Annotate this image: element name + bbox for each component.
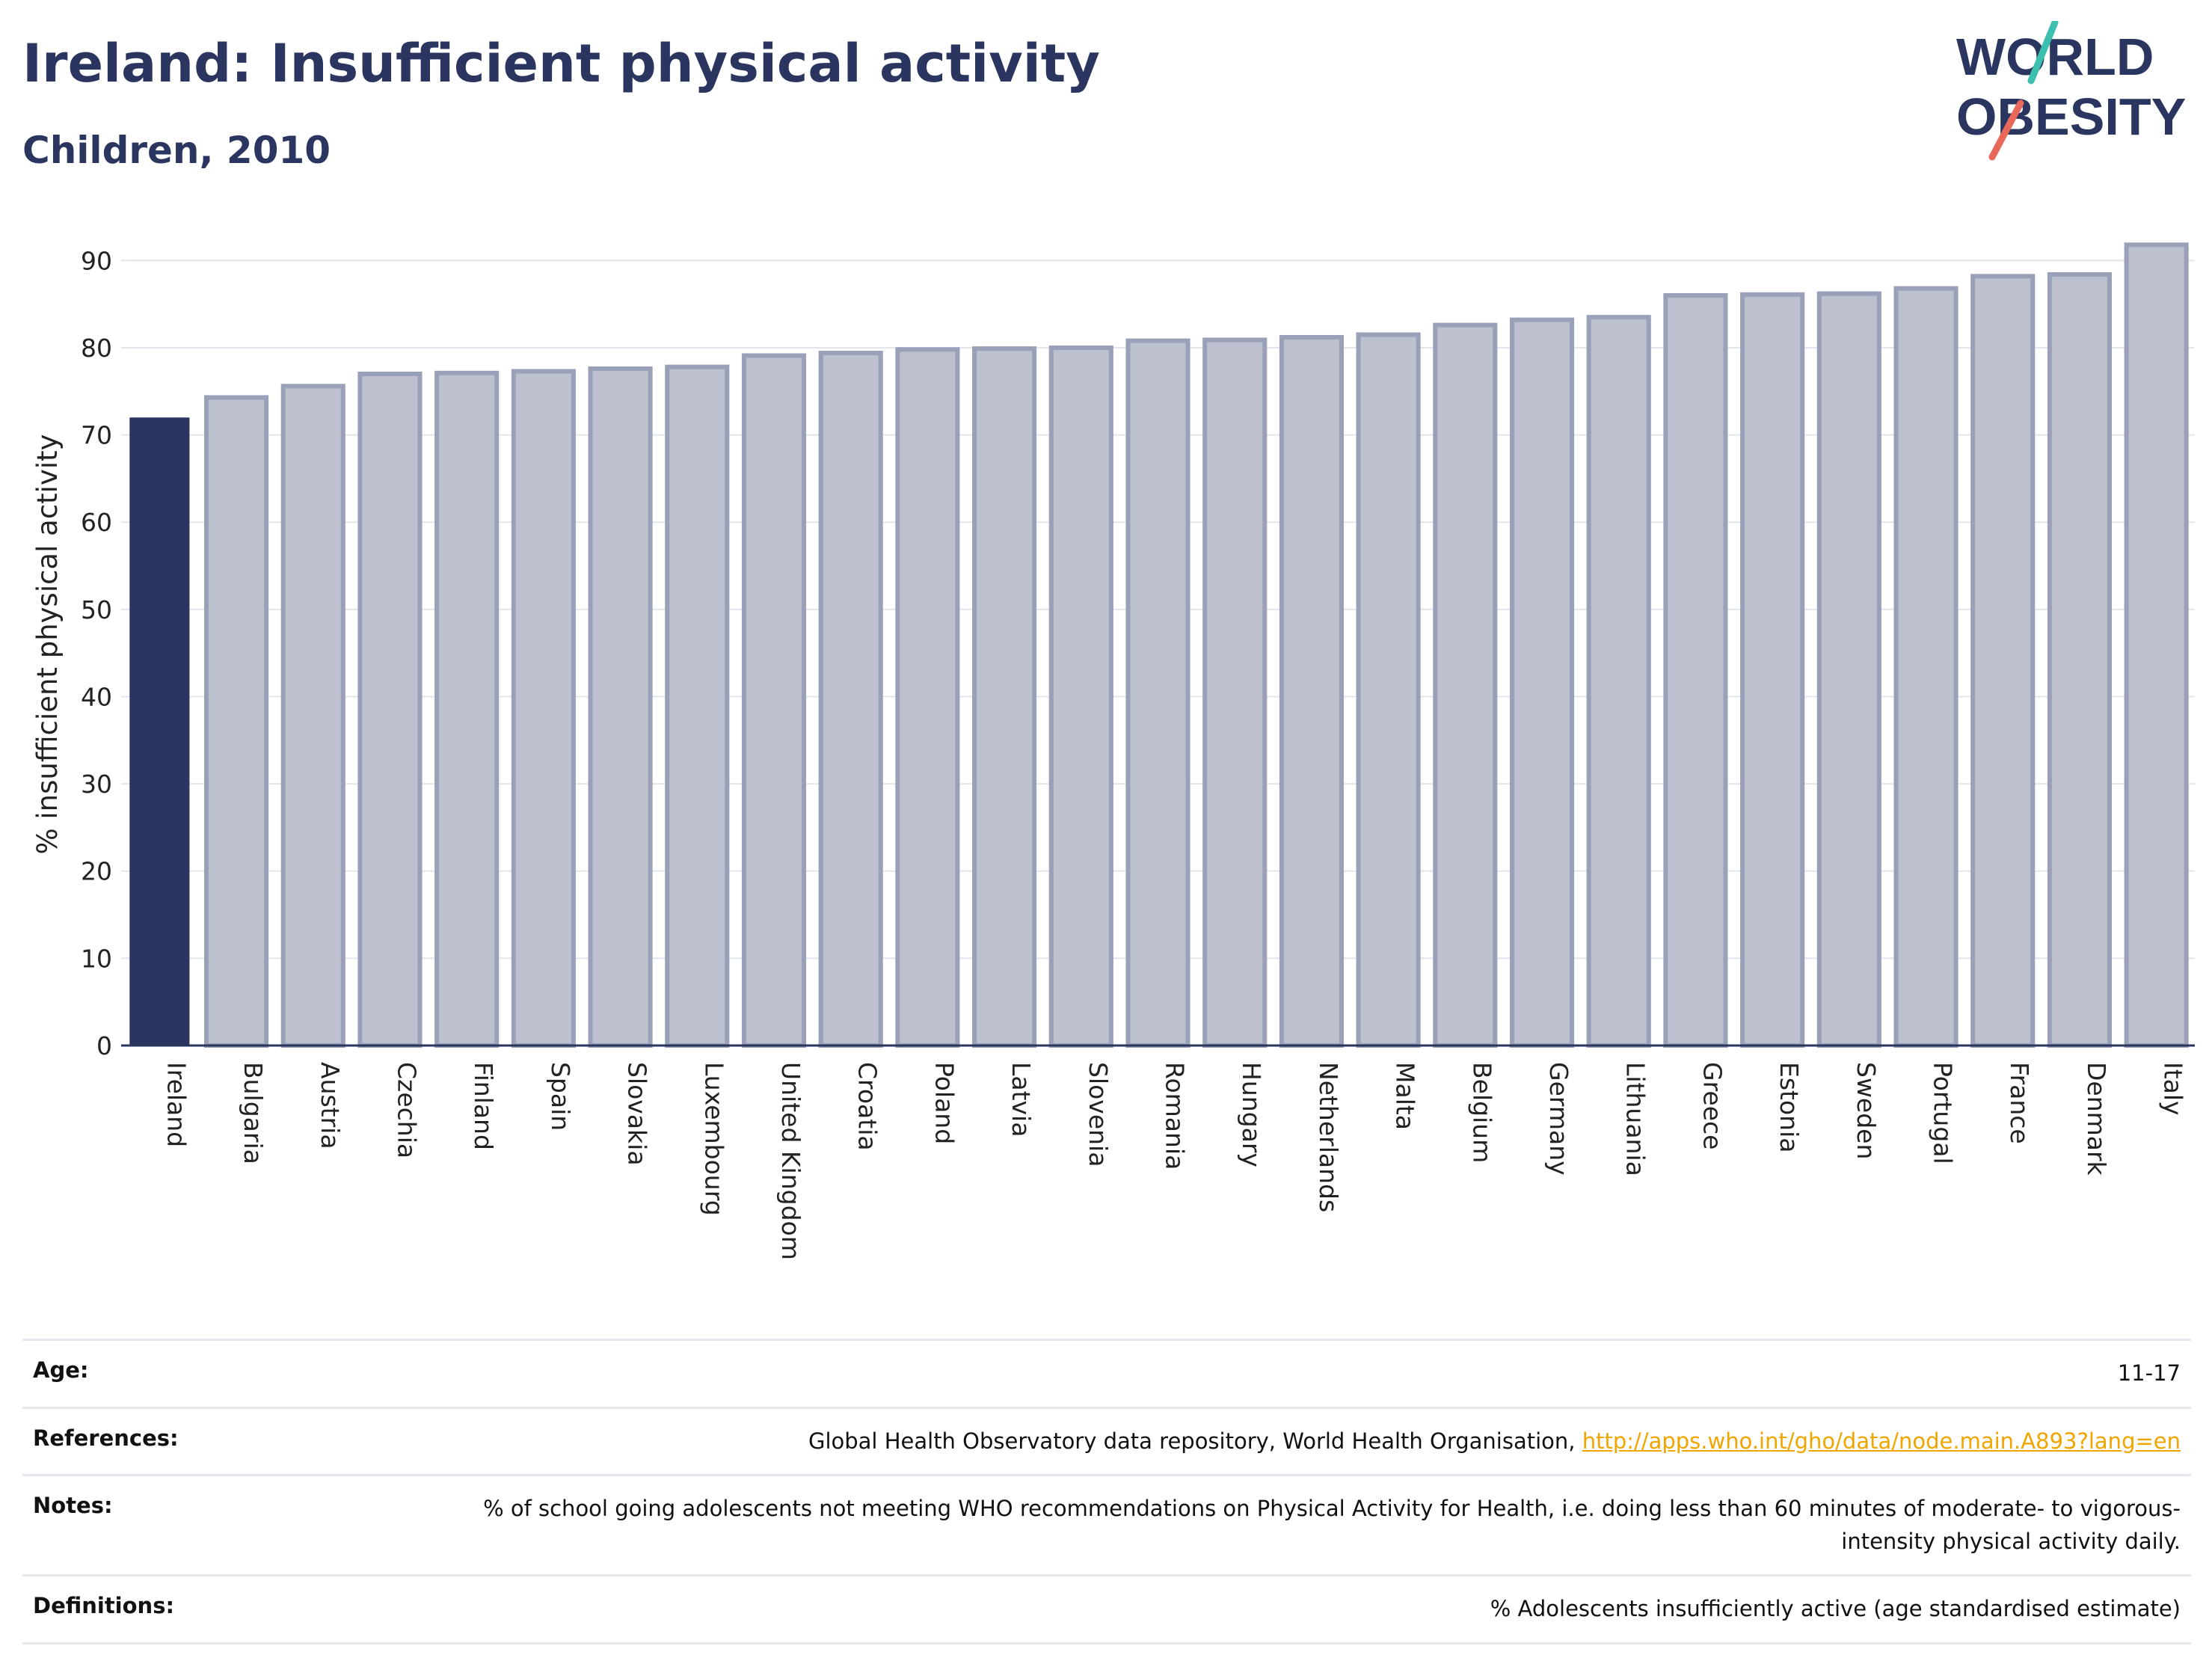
y-tick-label: 60	[81, 508, 112, 537]
y-tick-label: 40	[81, 682, 112, 711]
details-key: References:	[33, 1425, 179, 1451]
logo-line1: WORLD	[1956, 28, 2154, 86]
x-tick-label: Netherlands	[1314, 1062, 1343, 1212]
x-tick-label: Poland	[930, 1062, 959, 1144]
bar	[588, 366, 653, 1048]
x-tick-label: Slovakia	[623, 1062, 652, 1166]
y-tick-label: 80	[81, 334, 112, 363]
bar	[2047, 271, 2112, 1048]
bar	[1356, 332, 1421, 1048]
details-value-text: 11-17	[2117, 1360, 2181, 1386]
details-value-text: % Adolescents insufficiently active (age…	[1490, 1596, 2181, 1621]
x-tick-label: Greece	[1698, 1062, 1727, 1149]
bar	[357, 371, 423, 1048]
x-tick-label: Croatia	[853, 1062, 882, 1151]
world-obesity-logo: WORLD OBESITY	[1956, 21, 2186, 161]
page-title: Ireland: Insufficient physical activity	[22, 33, 1100, 94]
x-tick-label: Germany	[1544, 1062, 1573, 1176]
x-tick-label: Ireland	[162, 1062, 191, 1147]
bar	[204, 395, 269, 1048]
y-tick-label: 30	[81, 770, 112, 799]
logo-red-slash	[1988, 99, 2024, 161]
bar	[434, 370, 500, 1048]
bar	[1433, 322, 1498, 1048]
bar	[280, 384, 345, 1048]
bar	[1509, 317, 1575, 1048]
x-tick-label: Romania	[1161, 1062, 1190, 1170]
x-tick-label: Bulgaria	[239, 1062, 268, 1164]
details-value: % of school going adolescents not meetin…	[461, 1493, 2181, 1558]
details-row: Age: 11-17	[22, 1339, 2191, 1407]
bar	[1586, 315, 1651, 1048]
bar	[2124, 242, 2189, 1048]
bar-chart: 0 10 20 30 40 50 60 70 80 90 Ireland Bulgaria Austri…	[31, 242, 2195, 1260]
y-tick-label: 20	[81, 857, 112, 886]
bar	[1663, 292, 1728, 1048]
bar	[511, 369, 576, 1048]
details-value-text: % of school going adolescents not meetin…	[483, 1496, 2181, 1554]
details-value: 11-17	[2118, 1357, 2181, 1390]
bar	[1048, 345, 1113, 1048]
logo-teal-slash	[2027, 21, 2059, 85]
y-tick-label: 90	[81, 246, 112, 275]
bar	[1970, 274, 2036, 1048]
details-key: Notes:	[33, 1493, 113, 1518]
bar	[741, 353, 807, 1048]
x-tick-label: Italy	[2159, 1062, 2188, 1116]
bar	[818, 350, 883, 1048]
bar-highlight	[129, 417, 190, 1045]
bar	[1202, 337, 1268, 1048]
x-tick-label: France	[2005, 1062, 2034, 1144]
details-row: Definitions: % Adolescents insufficiently…	[22, 1574, 2191, 1645]
logo-line2: OBESITY	[1956, 87, 2186, 146]
x-tick-label: Austria	[316, 1062, 345, 1149]
details-table: Age: 11-17 References: Global Health Observ…	[22, 1339, 2191, 1645]
details-key: Age:	[33, 1357, 89, 1383]
bar	[1740, 292, 1805, 1048]
bar	[1125, 338, 1191, 1048]
x-tick-label: Portugal	[1929, 1062, 1958, 1164]
reference-link[interactable]: http://apps.who.int/gho/data/node.main.A…	[1582, 1428, 2181, 1454]
y-tick-label: 70	[81, 421, 112, 450]
x-tick-label: Hungary	[1237, 1062, 1266, 1167]
bar	[1816, 291, 1881, 1048]
x-tick-label: Malta	[1391, 1062, 1420, 1130]
x-tick-label: United Kingdom	[776, 1062, 805, 1260]
bar	[1279, 334, 1344, 1048]
details-key: Definitions:	[33, 1593, 175, 1618]
x-tick-label: Czechia	[392, 1062, 421, 1158]
x-tick-label: Denmark	[2082, 1062, 2111, 1176]
details-row: Notes: % of school going adolescents not …	[22, 1474, 2191, 1574]
x-tick-label: Latvia	[1007, 1062, 1036, 1137]
page-subtitle: Children, 2010	[22, 129, 331, 172]
bar	[972, 346, 1037, 1048]
details-value: % Adolescents insufficiently active (age…	[1490, 1593, 2181, 1626]
details-value-text: Global Health Observatory data repositor…	[808, 1428, 1582, 1454]
y-axis-title: % insufficient physical activity	[31, 434, 64, 854]
x-tick-label: Finland	[469, 1062, 498, 1150]
bar	[1893, 286, 1958, 1048]
details-row: References: Global Health Observatory dat…	[22, 1406, 2191, 1475]
x-tick-label: Spain	[546, 1062, 575, 1131]
y-tick-label: 0	[96, 1031, 112, 1060]
bar	[665, 364, 730, 1048]
y-tick-label: 50	[81, 595, 112, 624]
y-tick-label: 10	[81, 944, 112, 973]
x-tick-label: Sweden	[1852, 1062, 1881, 1159]
x-tick-label: Slovenia	[1084, 1062, 1113, 1167]
x-tick-label: Luxembourg	[699, 1062, 728, 1216]
bar	[895, 347, 960, 1048]
details-value: Global Health Observatory data repositor…	[808, 1425, 2181, 1458]
x-tick-label: Belgium	[1467, 1062, 1496, 1163]
x-tick-label: Lithuania	[1621, 1062, 1650, 1176]
x-tick-label: Estonia	[1775, 1062, 1804, 1152]
